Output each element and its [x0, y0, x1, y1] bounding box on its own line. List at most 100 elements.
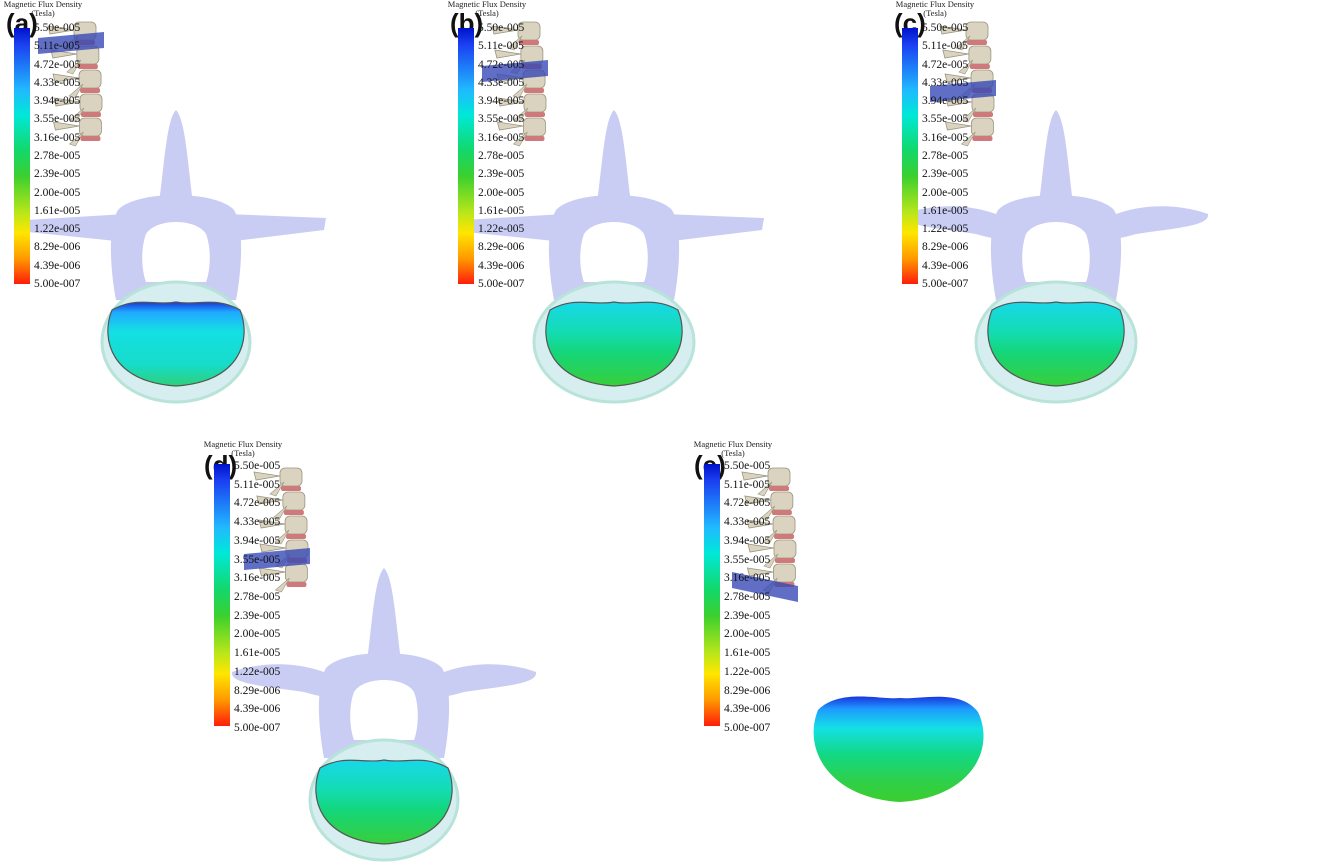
colorbar-tick-label: 3.16e-005 [234, 572, 281, 585]
vertebra-cross-section [231, 568, 537, 862]
disc-field [813, 696, 984, 802]
colorbar-tick-label: 5.50e-005 [234, 460, 281, 472]
colorbar-tick-label: 1.61e-005 [234, 647, 281, 660]
transverse-process-right [424, 664, 537, 698]
spinal-disc [774, 558, 795, 563]
colorbar-tick-label: 4.33e-005 [478, 76, 525, 89]
spinous-process [47, 25, 75, 35]
transverse-process-right [226, 214, 326, 242]
colorbar-tick-label: 4.39e-006 [922, 259, 969, 272]
colorbar-tick-label: 5.50e-005 [478, 22, 525, 34]
spinous-process [158, 110, 194, 210]
colorbar-tick-label: 5.50e-005 [922, 22, 969, 34]
spinal-canal [580, 222, 648, 282]
colorbar-tick-label: 8.29e-006 [724, 684, 771, 697]
spinal-disc [519, 40, 539, 45]
spine-thumbnail [482, 21, 548, 147]
spinous-process [746, 519, 774, 529]
colorbar-tick-label: 4.39e-006 [724, 703, 771, 716]
spinal-canal [350, 680, 418, 740]
colorbar-tick-label: 5.50e-005 [34, 22, 81, 34]
spine-thumbnail [38, 21, 104, 147]
spinal-disc [972, 136, 993, 141]
panel-e: (e) Magnetic Flux Density(Tesla) 5.50e-0… [690, 440, 1130, 839]
transverse-process [757, 481, 773, 497]
transverse-process-left [903, 206, 1016, 240]
colorbar-tick-label: 4.72e-005 [34, 58, 81, 71]
colorbar-tick-label: 4.72e-005 [234, 497, 281, 510]
colorbar-tick-label: 4.72e-005 [478, 58, 525, 71]
colorbar-tick-label: 2.78e-005 [478, 150, 525, 162]
colorbar-tick-label: 3.94e-005 [234, 534, 281, 547]
spinal-disc [972, 112, 993, 117]
slice-plane [482, 60, 548, 82]
spinal-disc [80, 88, 101, 93]
spinous-process [596, 110, 632, 210]
panel-a: (a) Magnetic Flux Density (Tesla) 5.50e-0… [0, 0, 440, 420]
colorbar-tick-label: 2.00e-005 [34, 186, 81, 199]
legend-title: Magnetic Flux Density (Tesla) [693, 439, 773, 458]
spinous-process [253, 471, 281, 481]
spinous-process [52, 73, 80, 83]
colorbar-tick-label: 2.78e-005 [34, 150, 81, 162]
spinous-process [944, 73, 972, 83]
transverse-process [763, 553, 779, 569]
spinous-process [945, 97, 973, 107]
spinous-process [744, 495, 771, 505]
transverse-process [269, 481, 285, 497]
slice-plane [732, 572, 798, 602]
colorbar [214, 464, 230, 726]
transverse-process-left [26, 214, 126, 242]
colorbar-tick-label: 1.61e-005 [34, 204, 81, 217]
colorbar-tick-label: 1.22e-005 [724, 665, 771, 678]
spinous-process [366, 568, 402, 668]
transverse-process [69, 107, 85, 123]
colorbar-tick-label: 4.33e-005 [922, 76, 969, 89]
transverse-process [961, 107, 977, 123]
colorbar-tick-label: 4.33e-005 [34, 76, 81, 89]
colorbar-tick-label: 2.00e-005 [234, 628, 281, 641]
spinous-process [53, 97, 81, 107]
colorbar-tick-label: 3.94e-005 [724, 534, 771, 547]
colorbar [902, 28, 918, 284]
transverse-process [68, 131, 84, 147]
spine-thumbnail [244, 467, 310, 593]
panel-c: (c) Magnetic Flux Density (Tesla) 5.50e-0… [888, 0, 1324, 420]
spinal-disc [774, 534, 795, 539]
colorbar-tick-label: 2.00e-005 [922, 186, 969, 199]
spinal-disc [77, 64, 98, 69]
transverse-process [762, 529, 778, 545]
transverse-process-right [1096, 206, 1209, 240]
spinous-process [494, 49, 521, 59]
spine-thumbnail [930, 21, 996, 147]
colorbar-tick-label: 5.11e-005 [922, 40, 968, 53]
colorbar-tick-label: 4.39e-006 [478, 259, 525, 272]
colorbar-tick-label: 3.55e-005 [724, 553, 771, 566]
colorbar [14, 28, 30, 284]
legend-title: Magnetic Flux Density (Tesla) [203, 439, 283, 458]
spine-thumbnail [732, 467, 798, 602]
transverse-process-right [664, 214, 764, 242]
colorbar-tick-label: 5.00e-007 [478, 278, 525, 290]
colorbar-tick-label: 1.22e-005 [34, 223, 81, 236]
transverse-process [68, 83, 84, 99]
colorbar-tick-label: 1.61e-005 [922, 204, 969, 217]
colorbar-tick-label: 2.00e-005 [478, 186, 525, 199]
colorbar [458, 28, 474, 284]
spinal-disc [286, 582, 307, 587]
colorbar-tick-label: 3.16e-005 [724, 572, 771, 585]
spinal-disc [80, 136, 101, 141]
spinal-disc [969, 64, 990, 69]
colorbar-tick-label: 4.72e-005 [724, 497, 771, 510]
spinal-disc [769, 486, 789, 491]
colorbar-tick-label: 3.55e-005 [34, 113, 81, 126]
transverse-process [955, 35, 971, 51]
slice-plane [38, 32, 104, 54]
spinal-disc [283, 510, 304, 515]
colorbar-tick-label: 3.16e-005 [922, 131, 969, 144]
colorbar-tick-label: 8.29e-006 [234, 684, 281, 697]
spinous-process [944, 121, 972, 131]
colorbar-tick-label: 1.22e-005 [234, 665, 281, 678]
colorbar-tick-label: 3.16e-005 [478, 131, 525, 144]
colorbar-tick-label: 1.61e-005 [724, 647, 771, 660]
